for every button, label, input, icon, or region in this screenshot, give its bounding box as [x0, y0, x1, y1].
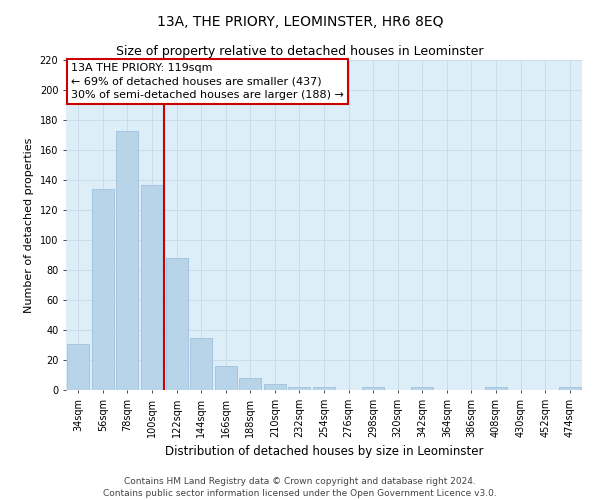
- Bar: [289, 387, 310, 390]
- Bar: [166, 258, 188, 390]
- Bar: [116, 130, 139, 390]
- X-axis label: Distribution of detached houses by size in Leominster: Distribution of detached houses by size …: [165, 446, 483, 458]
- Bar: [313, 387, 335, 390]
- Bar: [485, 387, 507, 390]
- Bar: [141, 184, 163, 390]
- Text: Contains HM Land Registry data © Crown copyright and database right 2024.
Contai: Contains HM Land Registry data © Crown c…: [103, 476, 497, 498]
- Bar: [67, 344, 89, 390]
- Y-axis label: Number of detached properties: Number of detached properties: [24, 138, 34, 312]
- Bar: [239, 378, 262, 390]
- Text: 13A THE PRIORY: 119sqm
← 69% of detached houses are smaller (437)
30% of semi-de: 13A THE PRIORY: 119sqm ← 69% of detached…: [71, 64, 344, 100]
- Text: 13A, THE PRIORY, LEOMINSTER, HR6 8EQ: 13A, THE PRIORY, LEOMINSTER, HR6 8EQ: [157, 15, 443, 29]
- Text: Size of property relative to detached houses in Leominster: Size of property relative to detached ho…: [116, 45, 484, 58]
- Bar: [215, 366, 237, 390]
- Bar: [362, 387, 384, 390]
- Bar: [411, 387, 433, 390]
- Bar: [92, 189, 114, 390]
- Bar: [190, 338, 212, 390]
- Bar: [264, 384, 286, 390]
- Bar: [559, 387, 581, 390]
